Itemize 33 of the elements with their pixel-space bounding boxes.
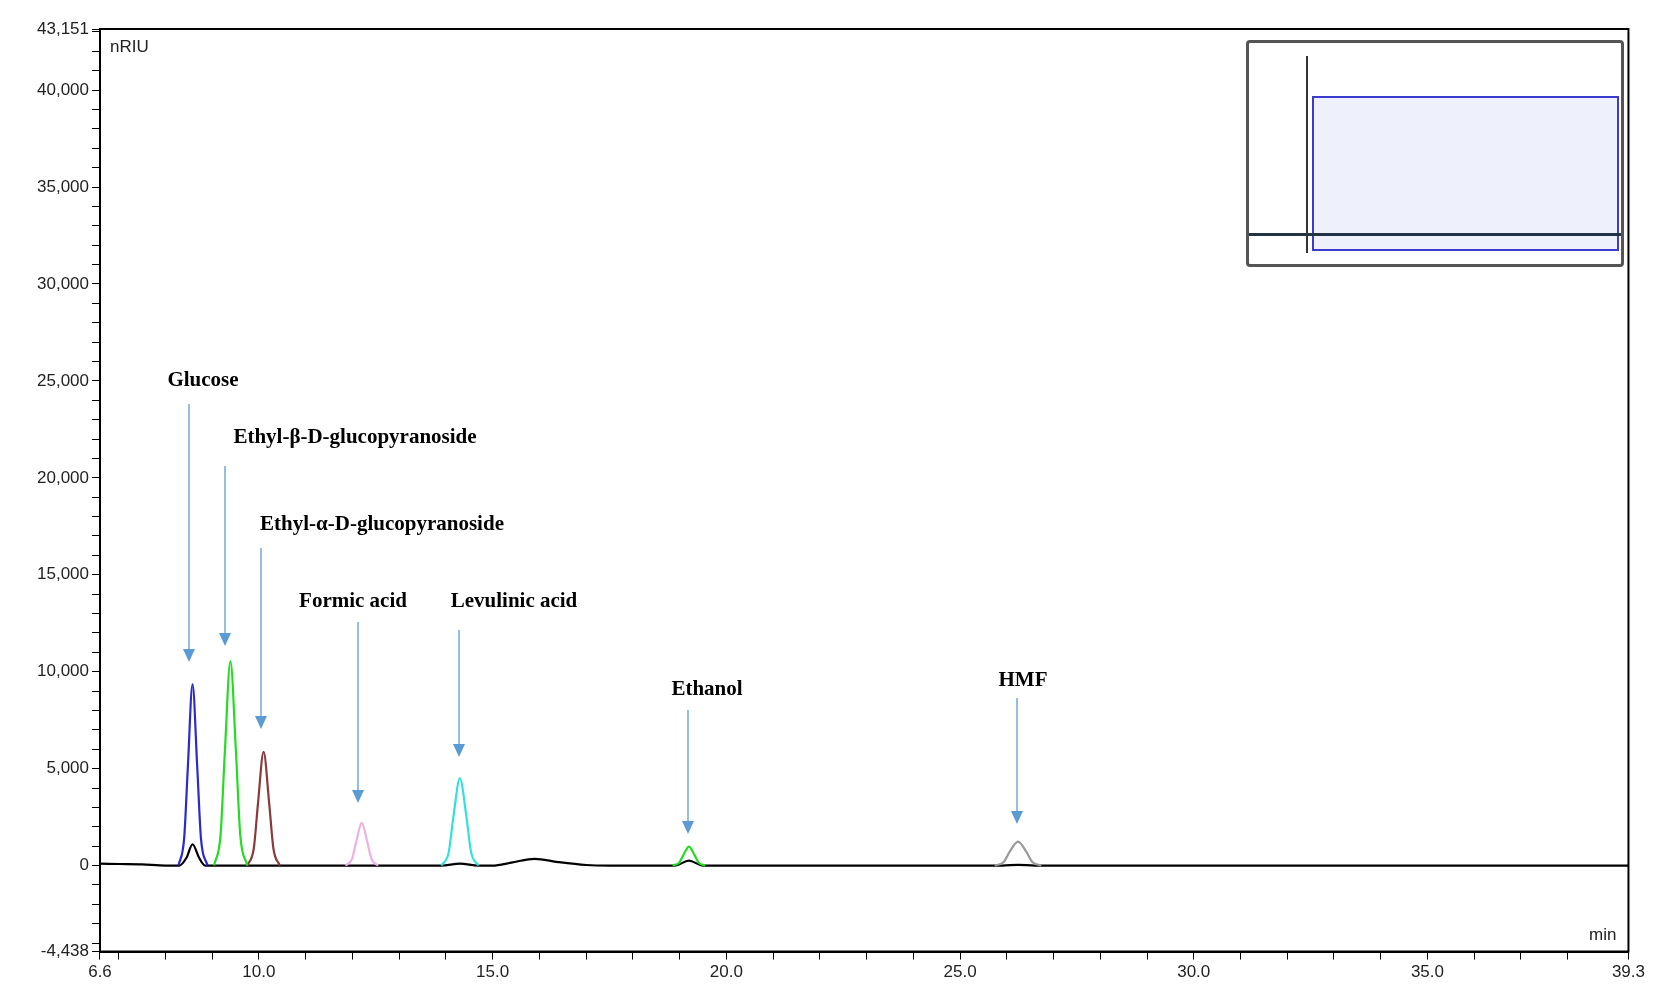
y-tick-label: 30,000 bbox=[37, 273, 89, 293]
x-tick-label: 6.6 bbox=[88, 962, 112, 982]
x-tick-label: 39.3 bbox=[1611, 962, 1645, 982]
x-tick-label: 10.0 bbox=[242, 962, 276, 982]
y-tick-label: 43,151 bbox=[37, 18, 89, 38]
y-tick-label: 0 bbox=[79, 855, 89, 875]
annotation: HMF bbox=[998, 667, 1048, 692]
annotation: Ethyl-α-D-glucopyranoside bbox=[260, 511, 504, 536]
line-series bbox=[993, 840, 1043, 867]
x-tick-label: 35.0 bbox=[1410, 962, 1445, 982]
line-series bbox=[246, 750, 282, 867]
y-tick-label: 25,000 bbox=[37, 370, 89, 390]
x-tick-label: 30.0 bbox=[1177, 962, 1211, 982]
y-tick-label: 5,000 bbox=[46, 758, 89, 778]
x-tick-label: 20.0 bbox=[709, 962, 743, 982]
x-tick-label: 25.0 bbox=[943, 962, 977, 982]
x-tick-label: 15.0 bbox=[476, 962, 510, 982]
annotation: Formic acid bbox=[299, 588, 408, 613]
annotation: Levulinic acid bbox=[450, 588, 578, 613]
y-tick-label: -4,438 bbox=[40, 941, 89, 961]
y-tick-label: 10,000 bbox=[37, 661, 89, 681]
line-series bbox=[440, 777, 480, 867]
annotation: Glucose bbox=[167, 367, 239, 392]
y-axis-title: nRIU bbox=[110, 37, 149, 57]
line-series bbox=[177, 683, 209, 867]
y-tick-label: 15,000 bbox=[37, 564, 89, 584]
line-series bbox=[344, 821, 380, 867]
y-tick-label: 35,000 bbox=[37, 176, 89, 196]
annotation: Ethanol bbox=[671, 676, 743, 701]
annotation: Ethyl-β-D-glucopyranoside bbox=[233, 424, 477, 449]
y-tick-label: 40,000 bbox=[37, 79, 89, 99]
y-tick-label: 20,000 bbox=[37, 467, 89, 487]
x-axis-title: min bbox=[1589, 924, 1617, 944]
